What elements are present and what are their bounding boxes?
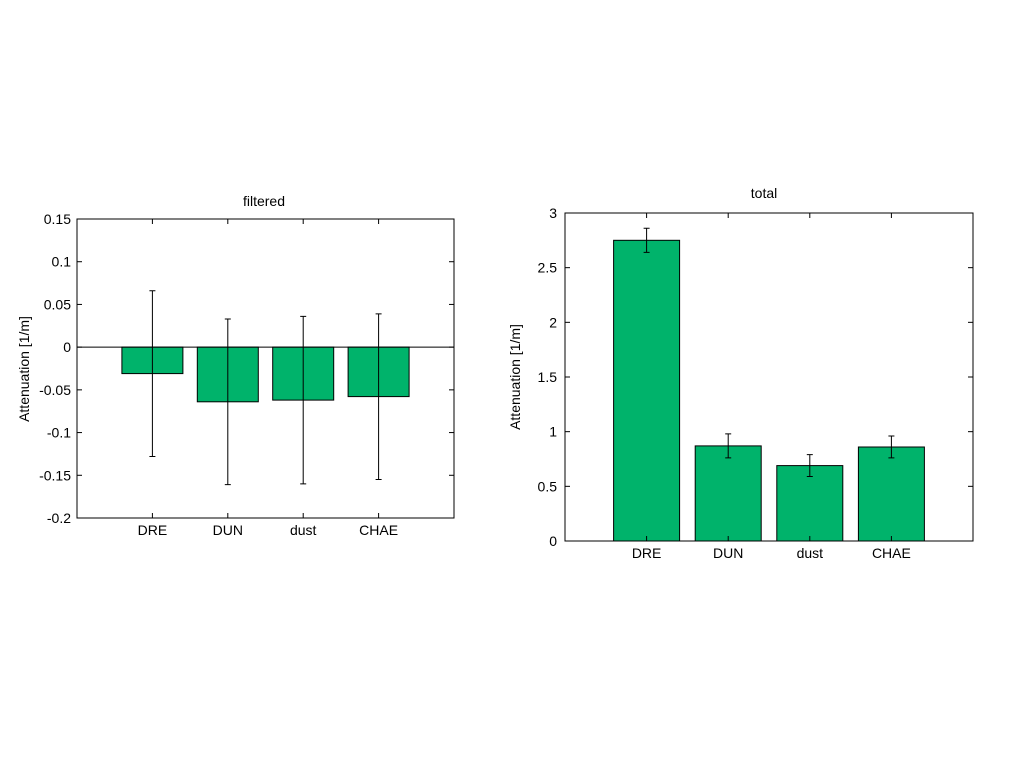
x-tick-label: dust: [290, 522, 317, 538]
plot-area: [76, 218, 455, 519]
x-tick-label: DRE: [632, 545, 662, 561]
x-tick-label: CHAE: [359, 522, 398, 538]
y-tick-label: 0.1: [52, 254, 72, 270]
error-bar-dun: [725, 433, 732, 459]
x-tick-label: DRE: [138, 522, 168, 538]
y-axis-label: Attenuation [1/m]: [16, 316, 32, 422]
error-bar-chae: [375, 313, 382, 481]
chart-title: total: [751, 185, 777, 201]
bar-dust: [776, 465, 844, 542]
bar-chae: [857, 446, 925, 542]
y-axis-label: Attenuation [1/m]: [507, 324, 523, 430]
error-bar-chae: [888, 435, 895, 459]
error-bar-dre: [149, 290, 156, 457]
y-tick-label: 2: [549, 314, 557, 330]
y-tick-label: 0: [549, 533, 557, 549]
y-tick-label: 3: [549, 205, 557, 221]
y-tick-label: 0.15: [44, 211, 71, 227]
y-tick-label: -0.05: [39, 382, 71, 398]
y-tick-label: 1: [549, 424, 557, 440]
y-tick-label: -0.15: [39, 467, 71, 483]
bar-dre: [613, 239, 681, 542]
x-tick-label: CHAE: [872, 545, 911, 561]
y-tick-label: 1.5: [538, 369, 558, 385]
y-tick-label: 0.5: [538, 478, 558, 494]
error-bar-dust: [300, 315, 307, 485]
chart-title: filtered: [243, 193, 285, 209]
y-tick-label: -0.1: [47, 425, 71, 441]
y-tick-label: 0: [63, 339, 71, 355]
error-bar-dun: [224, 318, 231, 486]
x-tick-label: DUN: [213, 522, 243, 538]
x-tick-label: DUN: [713, 545, 743, 561]
bar-dun: [694, 445, 762, 542]
error-bar-dre: [643, 227, 650, 253]
x-tick-label: dust: [797, 545, 824, 561]
chart-total: total Attenuation [1/m] 0 0.5 1 1.5 2 2.5 3 DRE…: [507, 185, 974, 561]
y-tick-label: 0.05: [44, 296, 71, 312]
error-bar-dust: [806, 454, 813, 477]
chart-filtered: filtered Attenuation [1/m] -0.2 -0.15 -0.1…: [16, 193, 455, 538]
y-tick-label: 2.5: [538, 260, 558, 276]
y-tick-label: -0.2: [47, 510, 71, 526]
